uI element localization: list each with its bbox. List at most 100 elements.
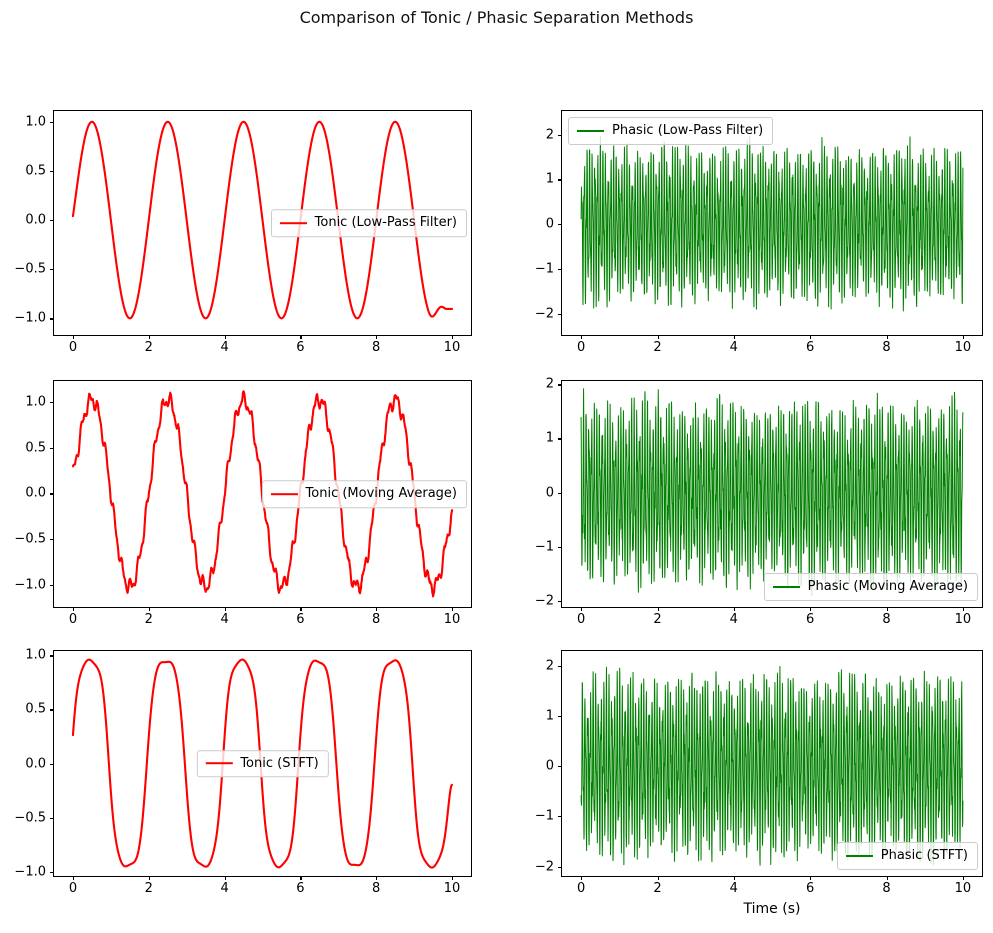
x-tick-mark <box>886 335 888 339</box>
x-axis-label: Time (s) <box>743 901 801 917</box>
y-tick-label: −1 <box>534 261 554 277</box>
x-tick-label: 0 <box>68 881 78 896</box>
y-tick-label: −1 <box>534 539 554 555</box>
x-tick-label: 10 <box>443 881 461 896</box>
y-tick-label: 1 <box>545 430 554 446</box>
y-tick-label: 2 <box>545 376 554 392</box>
x-tick-mark <box>148 876 151 880</box>
y-tick-mark <box>50 871 54 873</box>
x-tick-label: 10 <box>954 340 972 355</box>
x-tick-label: 4 <box>220 612 229 627</box>
y-tick-label: −1.0 <box>14 310 46 326</box>
y-tick-mark <box>558 766 562 768</box>
legend-label: Phasic (STFT) <box>880 848 968 864</box>
x-tick-label: 4 <box>729 340 738 355</box>
x-tick-mark <box>452 876 454 880</box>
y-tick-mark <box>558 384 562 386</box>
y-tick-label: 0 <box>545 485 554 501</box>
y-tick-mark <box>50 170 54 173</box>
phasic-moving-average-plot <box>580 388 964 597</box>
y-tick-label: −0.5 <box>14 531 46 547</box>
x-tick-mark <box>452 335 454 339</box>
x-tick-mark <box>810 876 812 880</box>
x-tick-label: 4 <box>220 881 229 896</box>
x-tick-label: 10 <box>954 612 972 627</box>
legend-label: Tonic (Moving Average) <box>305 486 457 502</box>
subplot-phasic-low-pass-filter: Phasic (Low-Pass Filter) 0 2 4 6 8 10 −2 −1 0 1 2 <box>535 110 983 354</box>
y-tick-mark <box>558 665 562 667</box>
x-tick-mark <box>376 607 378 611</box>
x-tick-mark <box>376 876 378 880</box>
phasic-moving-average-curve <box>580 388 964 597</box>
x-tick-mark <box>148 607 151 611</box>
x-tick-mark <box>224 876 226 880</box>
x-tick-mark <box>73 876 75 880</box>
y-tick-mark <box>50 493 54 495</box>
legend-phasic-moving-average: Phasic (Moving Average) <box>763 573 978 601</box>
x-tick-mark <box>376 335 378 339</box>
y-tick-mark <box>558 313 562 315</box>
y-tick-label: 0.0 <box>25 485 46 501</box>
y-tick-label: −2 <box>534 306 554 321</box>
subplot-phasic-moving-average: Phasic (Moving Average) 0 2 4 6 8 10 −2 −1 0 1 2 <box>535 378 983 626</box>
y-tick-mark <box>558 715 562 718</box>
legend-label: Phasic (Moving Average) <box>807 579 968 595</box>
y-tick-mark <box>558 179 562 181</box>
tonic-stft-curve <box>71 658 454 869</box>
x-tick-mark <box>300 876 302 880</box>
subplot-phasic-stft: Phasic (STFT) 0 2 4 6 8 10 −2 −1 0 1 2 <box>535 650 983 895</box>
y-tick-mark <box>558 866 562 868</box>
y-tick-label: 2 <box>545 658 554 674</box>
y-tick-mark <box>50 539 54 541</box>
x-tick-mark <box>148 335 151 339</box>
y-tick-mark <box>558 546 562 549</box>
y-tick-label: 1 <box>545 708 554 724</box>
x-tick-label: 6 <box>806 881 815 896</box>
y-tick-label: 1 <box>545 171 554 187</box>
y-tick-label: 0.5 <box>25 440 46 455</box>
y-tick-label: −0.5 <box>14 261 46 277</box>
x-tick-label: 4 <box>729 612 738 627</box>
x-tick-label: 2 <box>144 340 153 355</box>
x-tick-label: 8 <box>882 340 891 355</box>
x-tick-label: 10 <box>954 881 972 896</box>
x-tick-label: 0 <box>576 612 586 627</box>
x-tick-mark <box>733 607 736 611</box>
x-tick-label: 0 <box>576 340 586 355</box>
y-tick-mark <box>558 438 562 440</box>
legend-line-sample <box>270 492 298 496</box>
x-tick-mark <box>962 876 965 880</box>
x-tick-mark <box>810 607 812 611</box>
legend-label: Tonic (STFT) <box>240 755 319 771</box>
y-tick-mark <box>50 121 54 124</box>
x-tick-label: 0 <box>576 881 586 896</box>
y-tick-mark <box>558 268 562 271</box>
legend-phasic-low-pass-filter: Phasic (Low-Pass Filter) <box>568 117 774 145</box>
x-tick-label: 2 <box>653 612 662 627</box>
legend-line-sample <box>577 129 604 132</box>
y-tick-label: 0.0 <box>25 756 46 771</box>
legend-line-sample <box>772 586 800 589</box>
y-tick-mark <box>50 220 54 222</box>
y-tick-mark <box>558 492 562 494</box>
x-tick-mark <box>657 335 659 339</box>
y-tick-label: 1.0 <box>25 394 46 410</box>
y-tick-label: 0 <box>545 758 554 774</box>
x-tick-label: 6 <box>296 612 305 627</box>
tonic-low-pass-filter-curve <box>71 120 454 320</box>
x-tick-label: 6 <box>296 881 305 896</box>
y-tick-label: 0.5 <box>25 701 46 717</box>
x-tick-label: 6 <box>806 612 815 627</box>
x-tick-mark <box>224 335 226 339</box>
x-tick-mark <box>886 607 888 611</box>
phasic-stft-curve <box>580 666 964 866</box>
x-tick-label: 6 <box>806 340 815 355</box>
x-tick-mark <box>73 607 75 611</box>
y-tick-label: 1.0 <box>25 114 46 130</box>
x-tick-mark <box>657 607 659 611</box>
x-tick-label: 10 <box>443 612 461 627</box>
y-tick-mark <box>50 447 54 449</box>
x-tick-label: 2 <box>144 881 153 896</box>
x-tick-label: 4 <box>729 881 738 896</box>
phasic-low-pass-filter-curve <box>580 135 964 312</box>
